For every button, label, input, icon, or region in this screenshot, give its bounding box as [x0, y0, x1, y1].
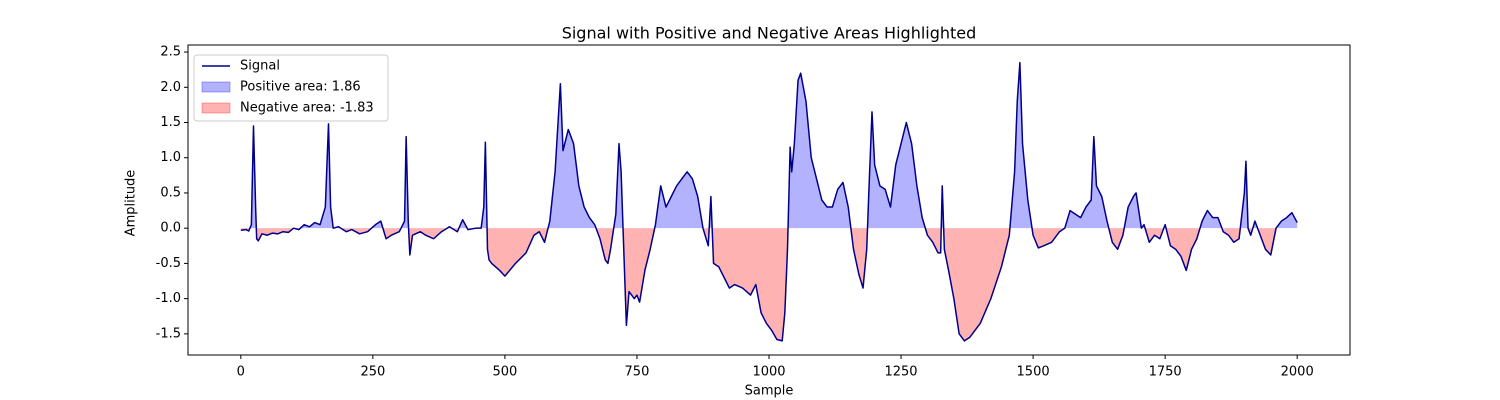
legend-label: Positive area: 1.86 — [240, 80, 361, 95]
y-tick-label: -0.5 — [156, 256, 181, 271]
y-tick-label: 2.0 — [160, 80, 181, 95]
x-tick-label: 250 — [360, 365, 385, 380]
legend-label: Negative area: -1.83 — [240, 101, 374, 116]
chart-title: Signal with Positive and Negative Areas … — [562, 24, 977, 43]
signal-line — [240, 61, 1298, 342]
legend-swatch — [201, 81, 231, 93]
y-tick-label: 0.0 — [160, 221, 181, 236]
y-tick-label: -1.0 — [156, 291, 181, 306]
y-tick-label: 2.5 — [160, 45, 181, 60]
x-tick-label: 0 — [237, 365, 245, 380]
x-tick-label: 1500 — [1017, 365, 1050, 380]
x-axis-label: Sample — [745, 384, 794, 399]
legend-swatch — [201, 102, 231, 114]
fill-area — [240, 228, 1298, 341]
x-tick-label: 1000 — [752, 365, 785, 380]
y-axis-label: Amplitude — [124, 170, 139, 237]
y-tick-label: 1.5 — [160, 115, 181, 130]
x-tick-label: 2000 — [1281, 365, 1314, 380]
x-tick-label: 1250 — [884, 365, 917, 380]
y-tick-label: 1.0 — [160, 150, 181, 165]
x-tick-label: 750 — [625, 365, 650, 380]
legend-label: Signal — [240, 59, 280, 74]
legend-box — [193, 54, 389, 122]
x-tick-label: 500 — [492, 365, 517, 380]
x-tick-label: 1750 — [1149, 365, 1182, 380]
y-tick-label: 0.5 — [160, 185, 181, 200]
y-tick-label: -1.5 — [156, 326, 181, 341]
